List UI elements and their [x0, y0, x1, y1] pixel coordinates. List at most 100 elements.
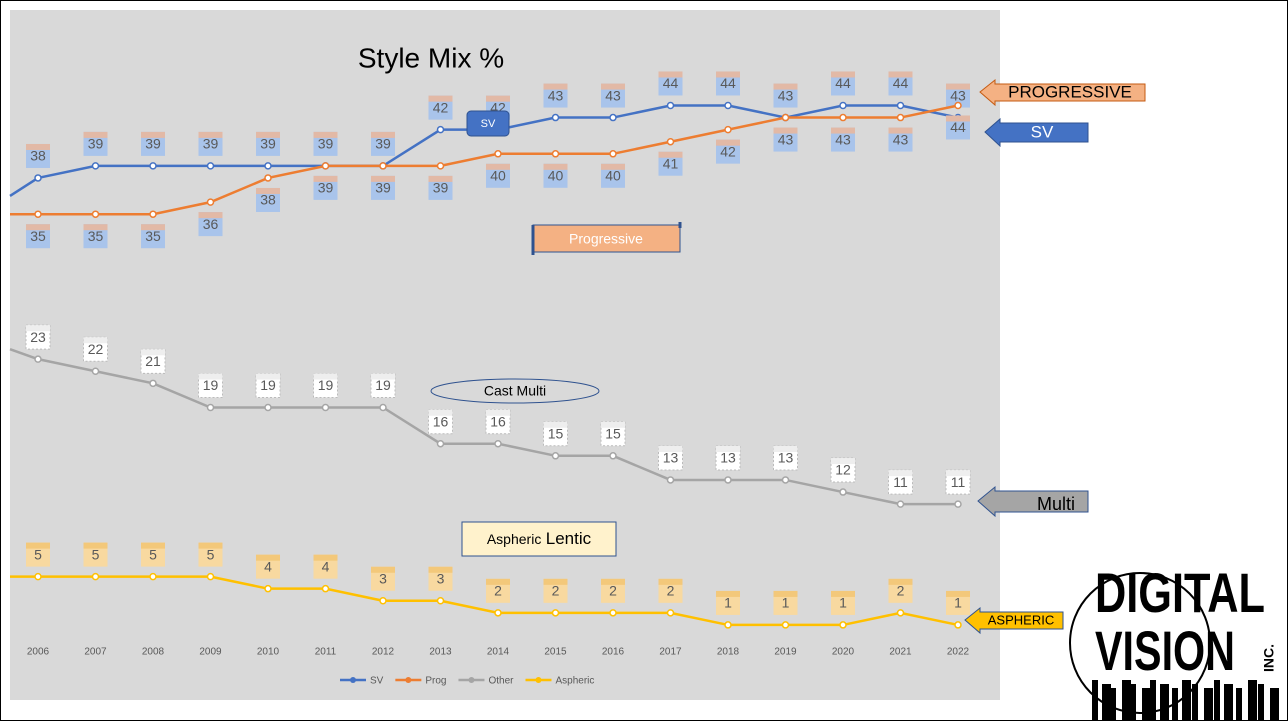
data-label: 39	[260, 136, 276, 152]
x-tick-label: 2017	[659, 647, 682, 658]
data-label: 23	[30, 329, 46, 345]
x-tick-label: 2011	[315, 647, 337, 658]
data-point	[206, 403, 215, 412]
plot: 2006 2007 2008 2009 2010 2011 2012 2013 2014 2015…	[9, 71, 971, 687]
data-point	[896, 101, 905, 110]
data-label: 40	[490, 168, 506, 184]
logo-bar	[1142, 688, 1151, 721]
data-label: 5	[92, 546, 100, 562]
data-point	[91, 162, 100, 170]
data-label-top	[83, 224, 108, 231]
data-point	[609, 150, 617, 158]
logo-bar	[1258, 684, 1264, 721]
logo-bar	[1214, 680, 1220, 721]
arrow-multi	[977, 485, 1089, 518]
logo: DIGITAL VISION INC.	[1069, 561, 1279, 721]
data-point	[494, 439, 502, 448]
data-label: 39	[318, 180, 334, 196]
data-point	[609, 452, 617, 460]
data-label: 16	[490, 413, 506, 429]
data-label-top	[658, 578, 683, 585]
data-label-top	[543, 421, 568, 428]
logo-line2: VISION	[1095, 619, 1235, 682]
data-label-top	[83, 542, 108, 549]
logo-bar	[1182, 680, 1191, 721]
data-point	[494, 150, 502, 158]
data-point	[436, 439, 445, 448]
data-label: 1	[954, 595, 962, 611]
data-label: 19	[375, 377, 391, 393]
data-label: 35	[145, 228, 161, 244]
data-label: 15	[548, 426, 564, 442]
data-label-top	[256, 554, 280, 561]
data-label-top	[428, 95, 453, 102]
data-label: 4	[264, 558, 272, 574]
data-label: 39	[88, 136, 104, 152]
data-label-top	[601, 163, 625, 170]
logo-bar	[1236, 688, 1242, 721]
x-tick-label: 2016	[602, 647, 625, 658]
data-point	[954, 621, 962, 629]
data-label: 43	[605, 87, 621, 103]
data-label-top	[831, 127, 855, 134]
data-label-top	[773, 590, 798, 597]
data-label: 13	[778, 450, 794, 466]
data-point	[609, 113, 617, 122]
data-point	[494, 609, 502, 617]
arrow-progressive	[979, 78, 1146, 107]
data-label-top	[371, 131, 395, 138]
data-label-top	[198, 131, 223, 138]
data-label: 43	[778, 87, 794, 103]
lentic-word: Lentic	[546, 529, 592, 548]
data-label: 13	[663, 450, 679, 466]
logo-bar	[1248, 680, 1257, 721]
data-label: 44	[663, 75, 679, 91]
arrow-progressive-label: PROGRESSIVE	[1008, 82, 1132, 101]
logo-bar	[1102, 684, 1111, 721]
data-point	[781, 476, 790, 484]
data-label-top	[141, 131, 165, 138]
data-point	[724, 621, 732, 629]
data-point	[321, 162, 330, 170]
arrow-sv	[984, 117, 1089, 148]
cast-multi-label: Cast Multi	[484, 383, 546, 399]
x-tick-label: 2008	[142, 647, 165, 658]
data-point	[149, 162, 157, 170]
data-label: 1	[724, 595, 732, 611]
data-label: 43	[548, 87, 564, 103]
data-label: 39	[375, 180, 391, 196]
data-label-top	[83, 337, 108, 344]
data-label-top	[716, 71, 740, 78]
data-label: 21	[145, 353, 161, 369]
data-point	[724, 125, 732, 134]
data-label-top	[888, 578, 913, 585]
x-tick-label: 2018	[717, 647, 740, 658]
data-label-top	[601, 578, 625, 585]
data-point	[436, 125, 445, 134]
data-label-top	[256, 187, 280, 194]
data-label: 3	[379, 570, 387, 586]
data-label-top	[198, 542, 223, 549]
data-label-top	[543, 578, 568, 585]
data-label-top	[313, 175, 338, 182]
data-label-top	[198, 212, 223, 219]
data-label: 35	[30, 228, 46, 244]
x-tick-label: 2010	[257, 647, 280, 658]
data-point	[666, 476, 675, 484]
data-label-top	[313, 373, 338, 380]
data-label-top	[946, 83, 970, 90]
data-label-top	[658, 445, 683, 452]
data-label-top	[888, 470, 913, 477]
data-point	[34, 210, 42, 218]
data-point	[206, 572, 215, 581]
logo-bar	[1150, 680, 1156, 721]
data-label: 43	[835, 131, 851, 147]
data-label-top	[486, 578, 510, 585]
data-label: 2	[609, 583, 617, 599]
x-tick-label: 2006	[27, 647, 50, 658]
data-label-top	[888, 71, 913, 78]
x-tick-label: 2019	[774, 647, 797, 658]
data-label-top	[716, 445, 740, 452]
data-label-top	[831, 71, 855, 78]
